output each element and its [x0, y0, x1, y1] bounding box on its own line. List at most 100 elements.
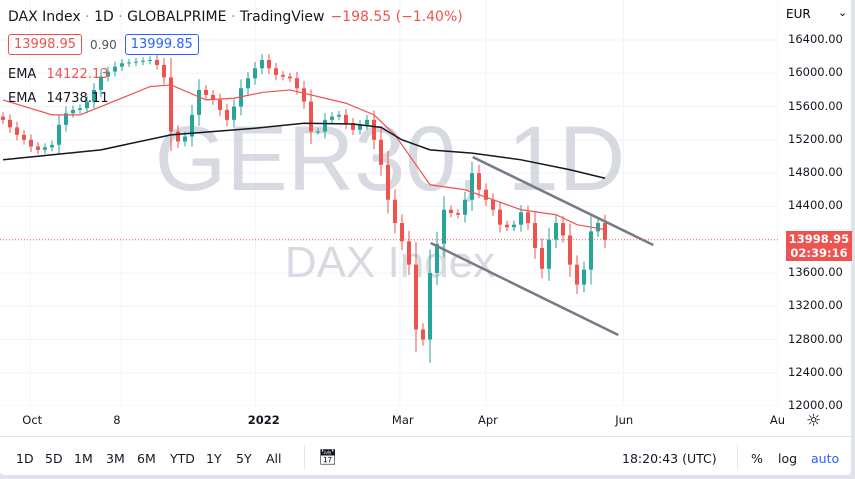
candle-body — [316, 131, 320, 133]
candle-body — [36, 146, 40, 150]
buy-price[interactable]: 13999.85 — [124, 34, 199, 55]
candle-body — [302, 88, 306, 102]
log-toggle[interactable]: log — [778, 451, 798, 466]
candle-body — [253, 68, 257, 79]
candle-body — [463, 199, 467, 215]
chevron-down-icon[interactable]: ⌄ — [838, 6, 848, 19]
candle-body — [414, 264, 418, 330]
goto-date-calendar-icon[interactable]: 📅︎ — [318, 448, 338, 466]
candle-body — [435, 243, 439, 273]
candle-body — [393, 199, 397, 224]
candle-body — [176, 131, 180, 142]
candle-body — [582, 269, 586, 285]
candle-body — [295, 78, 299, 89]
candle-body — [78, 108, 82, 110]
candle-body — [505, 224, 509, 228]
candle-body — [288, 76, 292, 79]
candle-body — [484, 189, 488, 200]
candle-body — [309, 101, 313, 132]
candle-body — [561, 223, 565, 236]
interval: 1D — [94, 9, 114, 25]
chart-title: DAX Index · 1D · GLOBALPRIME · TradingVi… — [8, 9, 463, 25]
range-ytd[interactable]: YTD — [170, 451, 195, 466]
candle-body — [15, 127, 19, 135]
candle-body — [120, 63, 124, 67]
candle-body — [106, 71, 110, 77]
range-1m[interactable]: 1M — [74, 451, 93, 466]
ema-slow-legend[interactable]: EMA 14738.11 — [8, 91, 109, 106]
candle-body — [470, 173, 474, 200]
price-tick: 15600.00 — [788, 98, 843, 113]
candle-body — [449, 209, 453, 214]
range-5y[interactable]: 5Y — [236, 451, 252, 466]
clock-time[interactable]: 18:20:43 (UTC) — [622, 451, 717, 466]
candle-body — [400, 223, 404, 242]
candle-body — [92, 89, 96, 102]
separator: · — [230, 9, 236, 25]
price-tick: 16400.00 — [788, 32, 843, 46]
broker: GLOBALPRIME — [127, 9, 227, 25]
range-6m[interactable]: 6M — [137, 451, 156, 466]
time-tick: Mar — [391, 413, 414, 427]
candle-body — [421, 329, 425, 340]
candle-body — [85, 101, 89, 109]
candle-body — [589, 231, 593, 270]
candle-body — [99, 76, 103, 90]
candle-body — [603, 223, 607, 240]
candle-body — [183, 136, 187, 142]
range-3m[interactable]: 3M — [106, 451, 125, 466]
candle-body — [547, 239, 551, 269]
settings-sun-icon[interactable]: ☼ — [806, 411, 822, 431]
time-tick: 2022 — [247, 413, 280, 427]
price-axis[interactable]: EUR ⌄ 16400.00 16000.00 15600.00 15200.00 14… — [778, 0, 852, 432]
last-price-badge: 13998.95 02:39:16 — [786, 231, 852, 261]
divider — [304, 445, 305, 469]
candle-body — [274, 68, 278, 75]
candle-body — [281, 74, 285, 77]
candle-body — [554, 223, 558, 240]
candle-body — [330, 116, 334, 120]
indicator-value: 14122.13 — [46, 67, 109, 82]
last-price: 13998.95 — [788, 232, 850, 246]
candle-body — [498, 209, 502, 225]
candle-body — [162, 64, 166, 78]
chart-plot[interactable]: GER30, 1D DAX Index — [0, 0, 778, 406]
indicator-value: 14738.11 — [46, 91, 109, 106]
separator: · — [85, 9, 90, 25]
candle-body — [575, 264, 579, 285]
separator: · — [118, 9, 123, 25]
ema-fast-legend[interactable]: EMA 14122.13 — [8, 67, 109, 82]
candle-body — [225, 109, 229, 120]
price-tick: 14400.00 — [788, 198, 843, 213]
candle-body — [232, 106, 236, 120]
bottom-toolbar: 1D 5D 1M 3M 6M YTD 1Y 5Y All 📅︎ 18:20:43 (UTC) %… — [0, 436, 851, 475]
candle-body — [239, 88, 243, 107]
range-all[interactable]: All — [266, 451, 282, 466]
candle-body — [29, 139, 33, 147]
candle-body — [8, 119, 12, 128]
price-tick: 13200.00 — [788, 298, 843, 313]
candle-body — [540, 248, 544, 269]
range-1d[interactable]: 1D — [16, 451, 34, 466]
auto-scale-toggle[interactable]: auto — [811, 451, 840, 466]
range-1y[interactable]: 1Y — [206, 451, 222, 466]
watermark-description: DAX Index — [285, 238, 495, 287]
symbol-name[interactable]: DAX Index — [8, 9, 81, 25]
candle-body — [358, 124, 362, 130]
price-tick: 12400.00 — [788, 364, 843, 379]
time-tick: Au — [769, 413, 786, 427]
currency-label[interactable]: EUR — [786, 7, 811, 21]
candle-body — [456, 213, 460, 215]
candle-body — [190, 114, 194, 137]
price-tick: 16000.00 — [788, 65, 843, 80]
candle-body — [148, 59, 152, 61]
candle-body — [155, 59, 159, 65]
candle-body — [218, 99, 222, 110]
candle-body — [337, 114, 341, 117]
range-5d[interactable]: 5D — [45, 451, 63, 466]
candle-body — [379, 139, 383, 165]
percent-toggle[interactable]: % — [751, 451, 763, 466]
sell-price[interactable]: 13998.95 — [8, 34, 83, 55]
candle-body — [64, 113, 68, 125]
